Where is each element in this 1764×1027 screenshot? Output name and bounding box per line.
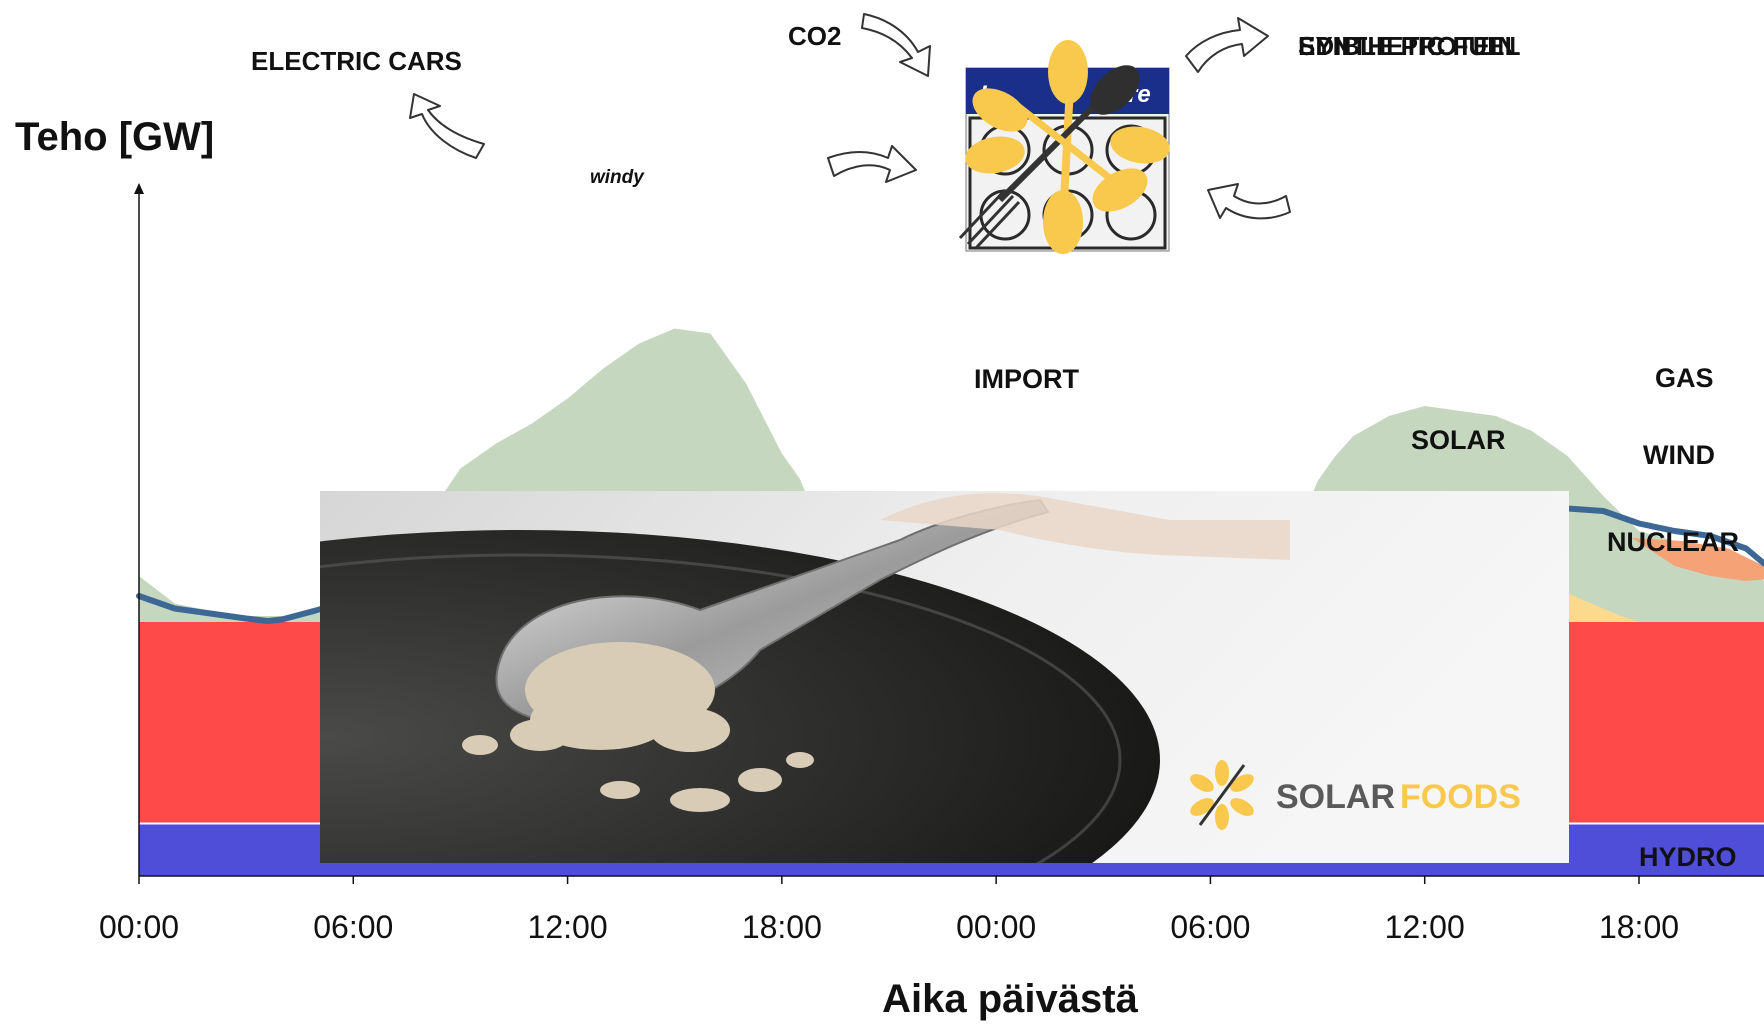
label-electric-cars: ELECTRIC CARS <box>251 46 462 76</box>
label-gas: GAS <box>1655 363 1714 393</box>
label-synthetic-fuel: SYNTHETIC FUEL <box>1298 31 1521 61</box>
y-axis-title: Teho [GW] <box>15 115 214 159</box>
label-import: IMPORT <box>974 364 1080 394</box>
arrow-electricity-in-icon <box>827 145 917 183</box>
spoon-flower-icon <box>958 40 1170 254</box>
central-logo: L re <box>958 40 1170 254</box>
x-axis-title: Aika päivästä <box>882 977 1138 1021</box>
x-tick-label: 00:00 <box>956 909 1036 945</box>
gas-area-2 <box>1631 538 1764 581</box>
label-nuclear: NUCLEAR <box>1607 527 1739 557</box>
solar-foods-logo: SOLAR FOODS <box>1190 760 1521 830</box>
x-ticks: 00:00 06:00 12:00 18:00 00:00 06:00 12:00 18:00 <box>99 876 1679 945</box>
x-tick-label: 12:00 <box>1385 909 1465 945</box>
x-tick-label: 06:00 <box>313 909 393 945</box>
label-windy: windy <box>590 167 645 188</box>
x-tick-label: 18:00 <box>1599 909 1679 945</box>
axes: 00:00 06:00 12:00 18:00 00:00 06:00 12:00 18:00 <box>99 183 1764 945</box>
x-tick-label: 12:00 <box>528 909 608 945</box>
y-axis-arrow <box>134 183 144 194</box>
curved-arrows <box>409 13 1291 220</box>
x-tick-label: 18:00 <box>742 909 822 945</box>
logo-text-solar: SOLAR <box>1276 778 1395 816</box>
arrow-to-electric-cars-icon <box>409 93 485 159</box>
arrow-to-synthetic-fuel-icon <box>1207 183 1291 220</box>
powder-pile <box>462 642 814 812</box>
logo-text-foods: FOODS <box>1400 778 1521 816</box>
label-wind: WIND <box>1643 440 1715 470</box>
x-tick-label: 00:00 <box>99 909 179 945</box>
arrow-to-edible-protein-icon <box>1185 17 1269 73</box>
x-tick-label: 06:00 <box>1170 909 1250 945</box>
protein-powder-photo: SOLAR FOODS <box>320 491 1569 863</box>
label-hydro: HYDRO <box>1639 842 1737 872</box>
label-edible-protein: EDIBLE PROTEIN <box>1298 31 1516 61</box>
label-solar: SOLAR <box>1411 425 1506 455</box>
arrow-co2-icon <box>861 13 931 77</box>
label-co2: CO2 <box>788 21 841 51</box>
